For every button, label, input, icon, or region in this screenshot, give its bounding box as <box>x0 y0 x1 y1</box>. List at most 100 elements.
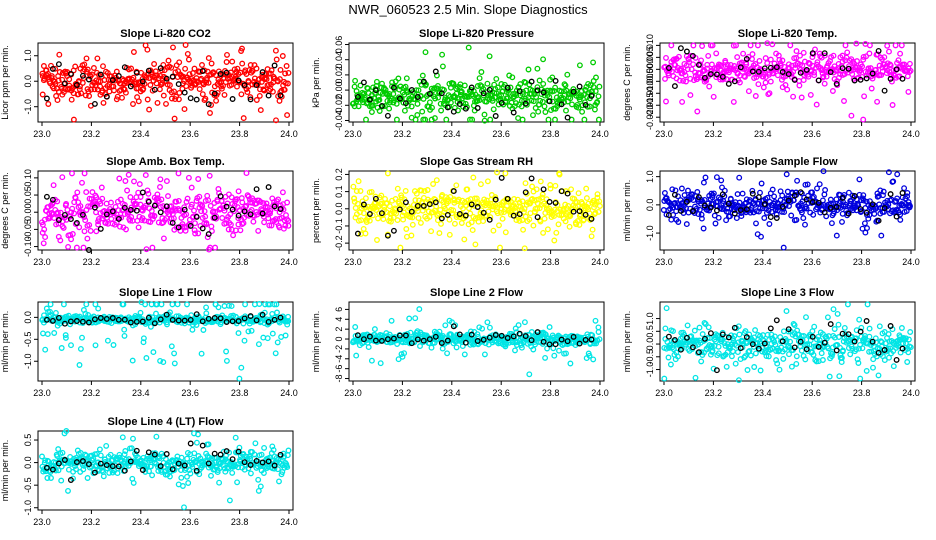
data-point <box>352 77 359 84</box>
data-point <box>391 97 397 103</box>
data-point <box>166 211 173 218</box>
data-point-highlight <box>689 208 696 214</box>
data-point <box>730 42 737 49</box>
data-point <box>86 464 93 471</box>
y-tick-label: 0.10 <box>23 169 33 187</box>
data-point-highlight <box>791 192 798 199</box>
data-point <box>228 303 235 310</box>
data-point <box>473 195 480 202</box>
data-point <box>760 84 767 91</box>
data-point-highlight <box>223 203 230 210</box>
data-point-highlight <box>486 334 493 341</box>
data-point <box>153 433 160 440</box>
data-point <box>765 207 772 214</box>
data-point <box>79 179 85 186</box>
data-point-highlight <box>809 333 816 340</box>
data-point <box>42 234 49 241</box>
data-point <box>190 213 197 220</box>
x-tick-label: 23.0 <box>344 257 362 267</box>
data-point-highlight <box>121 204 128 211</box>
data-point-highlight <box>169 73 176 80</box>
data-point <box>124 187 131 194</box>
data-point-highlight <box>761 340 768 347</box>
data-point <box>683 221 690 228</box>
data-point-highlight <box>235 318 242 325</box>
data-point <box>395 75 402 82</box>
data-point <box>502 170 509 177</box>
data-point <box>173 198 180 205</box>
data-point <box>89 189 96 196</box>
data-point <box>400 99 407 106</box>
data-point <box>398 351 405 358</box>
data-point-highlight <box>827 204 834 211</box>
data-point <box>388 317 395 324</box>
data-point <box>884 42 891 49</box>
data-point <box>236 375 243 382</box>
data-point <box>518 344 525 351</box>
data-point <box>881 357 888 364</box>
data-point <box>828 220 835 227</box>
data-point <box>163 100 169 107</box>
data-point-highlight <box>821 209 828 216</box>
x-tick-label: 23.4 <box>754 257 772 267</box>
data-point-highlight <box>773 317 780 324</box>
y-axis-label: ml/min per min. <box>0 440 10 502</box>
data-point <box>95 215 102 222</box>
y-tick-label: 0.5 <box>23 434 33 447</box>
data-point-highlight <box>845 65 852 72</box>
data-point <box>470 174 477 181</box>
data-point <box>174 301 181 308</box>
plot-frame <box>348 170 605 251</box>
data-point <box>199 91 206 98</box>
x-tick-label: 23.8 <box>853 257 871 267</box>
data-point-highlight <box>175 317 182 324</box>
data-point <box>284 321 291 328</box>
data-point <box>475 93 482 100</box>
data-point-highlight <box>67 216 74 223</box>
data-point <box>207 202 214 209</box>
data-point <box>176 59 183 66</box>
data-point <box>128 65 135 72</box>
data-point-highlight <box>157 463 164 470</box>
data-point <box>583 195 590 202</box>
data-point <box>783 308 790 315</box>
data-point <box>122 89 129 96</box>
data-point <box>781 209 788 216</box>
data-point <box>169 301 176 308</box>
data-point <box>285 313 292 320</box>
data-point <box>65 487 71 494</box>
data-point <box>753 220 759 227</box>
data-point-highlight <box>265 184 272 191</box>
data-point <box>63 428 70 434</box>
x-tick-label: 24.0 <box>591 129 609 139</box>
data-point <box>355 103 362 110</box>
data-point <box>130 479 137 486</box>
data-point <box>595 93 602 100</box>
data-point <box>234 479 241 486</box>
plot-frame <box>659 301 916 382</box>
x-tick-label: 23.4 <box>754 129 772 139</box>
data-point <box>130 49 137 55</box>
data-point <box>84 235 91 242</box>
page-title: NWR_060523 2.5 Min. Slope Diagnostics <box>348 2 588 17</box>
y-tick-label: 0.06 <box>334 36 344 54</box>
y-tick-label: 0.005 <box>645 46 655 69</box>
data-point <box>149 244 156 251</box>
data-point-highlight <box>797 69 804 76</box>
data-point-highlight <box>749 68 756 75</box>
data-point-highlight <box>552 199 559 206</box>
data-point <box>69 170 75 177</box>
data-point <box>52 309 59 316</box>
data-point-highlight <box>193 467 200 474</box>
data-point-highlight <box>438 90 445 97</box>
data-point <box>446 231 453 238</box>
data-point-highlight <box>803 196 810 203</box>
data-point-highlight <box>121 64 128 71</box>
data-point-highlight <box>43 95 50 102</box>
data-point-highlight <box>845 210 852 217</box>
data-point <box>153 310 159 317</box>
data-point-highlight <box>91 204 98 211</box>
data-point-highlight <box>456 331 463 338</box>
data-point <box>371 326 378 333</box>
y-tick-label: -0.2 <box>334 235 344 251</box>
